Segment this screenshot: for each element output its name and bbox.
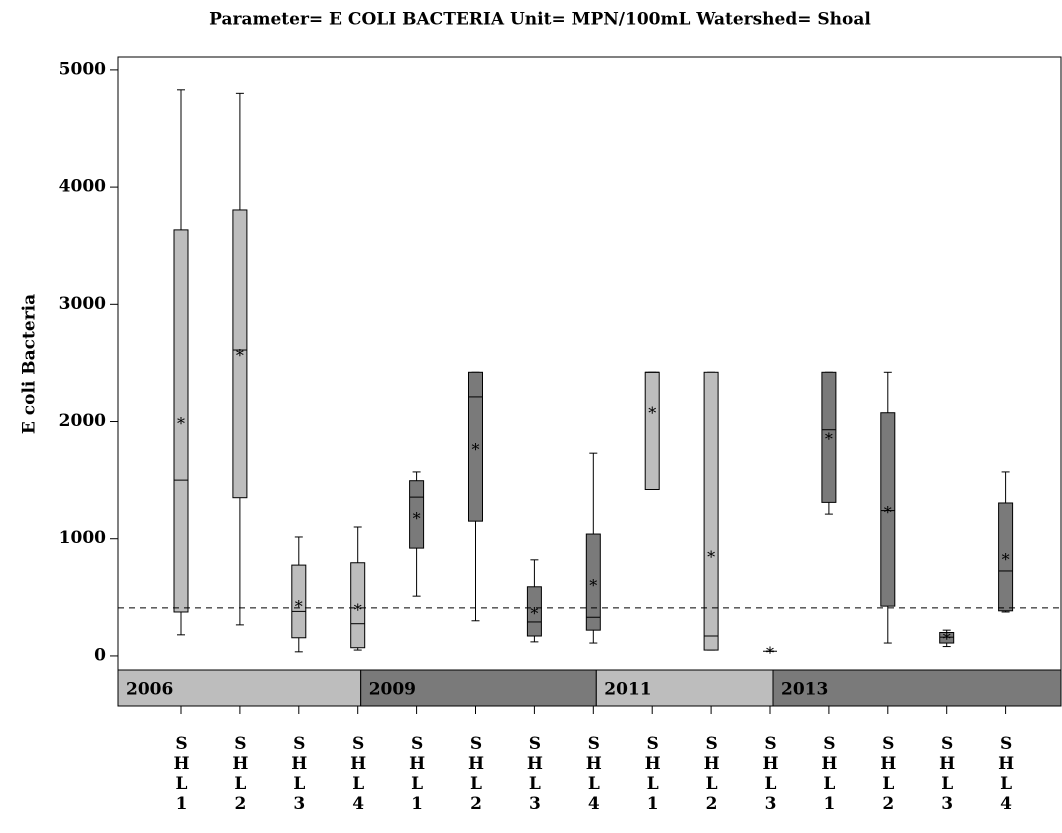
mean-marker: * (943, 630, 951, 649)
x-tick-label: SHL2 (878, 734, 898, 814)
box (998, 502, 1014, 612)
box (585, 533, 601, 631)
y-tick-label: 1000 (59, 528, 106, 548)
mean-marker: * (295, 597, 303, 616)
x-tick-label: SHL1 (819, 734, 839, 814)
x-tick-label: SHL1 (172, 734, 192, 814)
x-tick-label: SHL3 (289, 734, 309, 814)
mean-marker: * (825, 429, 833, 448)
box (232, 209, 248, 499)
mean-marker: * (177, 414, 185, 433)
x-tick-label: SHL4 (584, 734, 604, 814)
mean-marker: * (413, 509, 421, 528)
box (939, 631, 955, 644)
x-tick-label: SHL1 (643, 734, 663, 814)
y-tick-label: 2000 (59, 411, 106, 431)
x-tick-label: SHL3 (761, 734, 781, 814)
box (526, 586, 542, 637)
box (880, 412, 896, 607)
mean-marker: * (589, 576, 597, 595)
box (291, 564, 307, 639)
x-tick-label: SHL3 (937, 734, 957, 814)
x-tick-label: SHL4 (996, 734, 1016, 814)
plot-frame (117, 56, 1062, 707)
x-tick-label: SHL3 (525, 734, 545, 814)
y-tick-label: 3000 (59, 294, 106, 314)
y-tick-label: 0 (94, 645, 106, 665)
x-tick-label: SHL2 (230, 734, 250, 814)
mean-marker: * (530, 604, 538, 623)
box (173, 229, 189, 613)
box (703, 371, 719, 651)
group-band (117, 669, 362, 707)
group-band (772, 669, 1062, 707)
box (644, 371, 660, 490)
mean-marker: * (766, 644, 774, 663)
box (350, 562, 366, 649)
x-tick-label: SHL4 (348, 734, 368, 814)
mean-marker: * (648, 403, 656, 422)
group-label: 2009 (369, 680, 416, 700)
group-band (595, 669, 774, 707)
x-tick-label: SHL2 (466, 734, 486, 814)
y-tick-label: 4000 (59, 177, 106, 197)
group-label: 2011 (604, 680, 651, 700)
mean-marker: * (236, 346, 244, 365)
box (468, 371, 483, 522)
x-tick-label: SHL1 (407, 734, 427, 814)
y-axis-label: E coli Bacteria (20, 294, 40, 434)
group-label: 2013 (781, 680, 828, 700)
box (821, 371, 837, 503)
group-label: 2006 (126, 680, 173, 700)
x-tick-label: SHL2 (702, 734, 722, 814)
mean-marker: * (707, 548, 715, 567)
group-band (360, 669, 597, 707)
mean-marker: * (1002, 550, 1010, 569)
mean-marker: * (472, 440, 480, 459)
chart-title: Parameter= E COLI BACTERIA Unit= MPN/100… (209, 10, 871, 30)
mean-marker: * (884, 503, 892, 522)
y-tick-label: 5000 (59, 59, 106, 79)
mean-marker: * (354, 600, 362, 619)
